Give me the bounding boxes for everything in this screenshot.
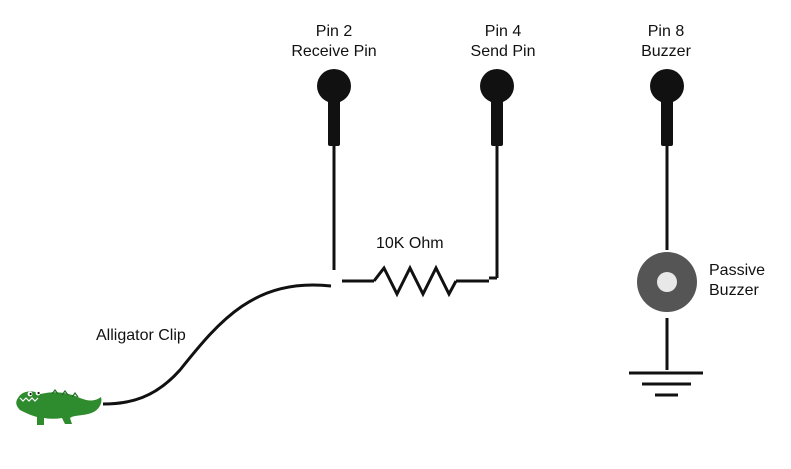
alligator-icon [16, 389, 102, 425]
passive-buzzer [637, 252, 697, 370]
pin2-name: Pin 2 [315, 23, 353, 40]
pin8-label: Pin 8 Buzzer [641, 22, 691, 62]
alligator-clip-wire [102, 283, 332, 406]
pin4-probe [480, 69, 514, 278]
pin8-role: Buzzer [641, 43, 691, 60]
resistor-label: 10K Ohm [376, 235, 444, 252]
resistor [342, 264, 497, 298]
buzzer-label: Passive Buzzer [709, 261, 765, 301]
pin8-probe [650, 69, 684, 250]
pin4-label: Pin 4 Send Pin [471, 22, 536, 62]
pin8-name: Pin 8 [647, 23, 685, 40]
buzzer-label-line1: Passive [709, 262, 766, 279]
pin2-probe [317, 69, 351, 270]
pin2-label: Pin 2 Receive Pin [291, 22, 376, 62]
alligator-clip-label: Alligator Clip [96, 327, 186, 344]
ground-icon [629, 371, 703, 397]
buzzer-label-line2: Buzzer [709, 282, 759, 299]
pin2-role: Receive Pin [291, 43, 377, 60]
pin4-name: Pin 4 [484, 23, 522, 40]
pin4-role: Send Pin [470, 43, 536, 60]
